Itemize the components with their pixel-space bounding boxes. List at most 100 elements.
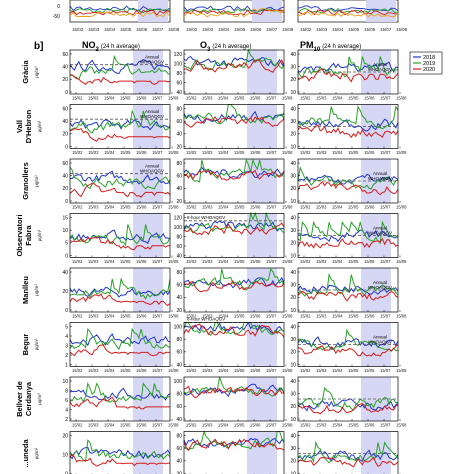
x-tick-label: 15/06 xyxy=(250,96,261,101)
x-tick-label: 15/05 xyxy=(348,314,359,319)
x-tick-label: 15/02 xyxy=(186,150,197,155)
series-line-2019 xyxy=(69,224,171,247)
y-tick-label: 40 xyxy=(290,106,296,112)
panel: 5 4 3 2 1 15/02 15/03 15/04 15/05 15/06 15/07 15/08 xyxy=(65,322,179,373)
y-tick-label: 100 xyxy=(174,379,183,385)
y-tick-label: 3 xyxy=(65,343,68,349)
annual-annotation: Annual xyxy=(373,335,387,340)
series-line-2018 xyxy=(297,336,399,351)
x-tick-label: 15/06 xyxy=(136,423,147,428)
x-tick-label: 15/04 xyxy=(218,96,229,101)
top-x-tick-label: 15/07 xyxy=(152,27,164,32)
y-tick-label: 80 xyxy=(176,433,182,439)
row-label-text: Bellver de xyxy=(15,381,24,417)
top-panel-frame xyxy=(69,0,171,23)
panel-frame xyxy=(297,49,399,95)
units-label: µg/m³ xyxy=(37,393,42,405)
top-x-tick-label: 15/07 xyxy=(380,27,392,32)
x-tick-label: 15/05 xyxy=(348,150,359,155)
x-tick-label: 15/06 xyxy=(364,368,375,373)
row-label-text: Gràcia xyxy=(21,60,30,84)
y-tick-label: 80 xyxy=(176,337,182,343)
lockdown-shade xyxy=(133,268,163,312)
panel-frame xyxy=(183,158,285,204)
y-tick-label: 40 xyxy=(176,186,182,192)
x-tick-label: 15/02 xyxy=(72,259,83,264)
legend-label: 2018 xyxy=(423,55,435,61)
row-label-text: Fabra xyxy=(24,224,33,245)
row-labels: Gràcia µg/m³ Vall D'Hebron µg/m³ Granollers µg… xyxy=(15,60,42,468)
x-tick-label: 15/06 xyxy=(136,150,147,155)
x-tick-label: 15/02 xyxy=(300,150,311,155)
series-line-2019 xyxy=(297,56,399,79)
row-label: Gràcia µg/m³ xyxy=(21,60,39,84)
top-x-tick-label: 15/07 xyxy=(266,27,278,32)
y-tick-label: 20 xyxy=(176,199,182,205)
x-tick-label: 15/06 xyxy=(136,259,147,264)
annual-annotation: Annual xyxy=(145,55,159,60)
series-line-2020 xyxy=(297,124,399,139)
y-tick-label: 80 xyxy=(176,71,182,77)
series-line-2018 xyxy=(69,229,171,245)
y-tick-label: 15 xyxy=(62,215,68,221)
y-tick-label: 20 xyxy=(176,308,182,314)
x-tick-label: 15/06 xyxy=(364,150,375,155)
x-tick-label: 15/04 xyxy=(104,259,115,264)
y-tick-label: 120 xyxy=(174,52,183,58)
y-tick-label: 20 xyxy=(176,471,182,474)
x-tick-label: 15/07 xyxy=(380,96,391,101)
top-series-line xyxy=(183,7,285,18)
panel-frame xyxy=(69,49,171,95)
x-tick-label: 15/02 xyxy=(72,150,83,155)
x-tick-label: 15/08 xyxy=(396,368,407,373)
annual-annotation: WHOAQGV xyxy=(368,176,392,181)
y-tick-label: 6 xyxy=(65,398,68,404)
y-tick-label: 20 xyxy=(62,433,68,439)
top-lockdown-shade xyxy=(138,0,168,22)
series-line-2019 xyxy=(69,277,171,300)
x-tick-label: 15/08 xyxy=(168,314,179,319)
series-line-2020 xyxy=(297,237,399,249)
panel-frame xyxy=(183,213,285,258)
series-line-2019 xyxy=(183,211,285,234)
y-tick-label: 4 xyxy=(65,334,68,340)
x-tick-label: 15/05 xyxy=(348,423,359,428)
y-tick-label: 120 xyxy=(174,215,183,221)
y-tick-label: 10 xyxy=(290,90,296,96)
y-tick-label: 40 xyxy=(62,173,68,179)
annual-annotation: Annual xyxy=(373,171,387,176)
x-tick-label: 15/04 xyxy=(218,205,229,210)
y-tick-label: 80 xyxy=(176,161,182,167)
x-tick-label: 15/08 xyxy=(396,205,407,210)
panel: 40 30 20 10 15/02 15/03 15/04 15/05 15/06 15/07 15… xyxy=(290,104,407,155)
y-tick-label: 40 xyxy=(176,132,182,138)
units-label: µg/m³ xyxy=(34,338,39,350)
x-tick-label: 15/07 xyxy=(266,150,277,155)
y-tick-label: 100 xyxy=(174,225,183,231)
panel-frame xyxy=(183,322,285,367)
row-label-text: Begur xyxy=(21,334,30,356)
x-tick-label: 15/07 xyxy=(266,368,277,373)
x-tick-label: 15/03 xyxy=(202,150,213,155)
y-tick-label: 30 xyxy=(290,282,296,288)
series-line-2018 xyxy=(183,321,285,335)
panel-frame xyxy=(69,376,171,422)
top-series-line xyxy=(297,9,399,16)
series-line-2020 xyxy=(183,169,285,181)
x-tick-label: 15/02 xyxy=(72,205,83,210)
top-x-tick-label: 15/05 xyxy=(120,27,132,32)
row-label-text: Cerdanya xyxy=(24,381,33,416)
y-tick-label: 40 xyxy=(290,324,296,330)
x-tick-label: 15/02 xyxy=(72,423,83,428)
y-tick-label: 10 xyxy=(290,417,296,423)
y-tick-label: 10 xyxy=(290,253,296,259)
y-tick-label: 80 xyxy=(176,270,182,276)
y-tick-label: 20 xyxy=(62,186,68,192)
y-tick-label: 8 xyxy=(65,388,68,394)
x-tick-label: 15/03 xyxy=(316,423,327,428)
x-tick-label: 15/06 xyxy=(364,96,375,101)
panel-frame xyxy=(183,104,285,149)
y-tick-label: 5 xyxy=(65,324,68,330)
